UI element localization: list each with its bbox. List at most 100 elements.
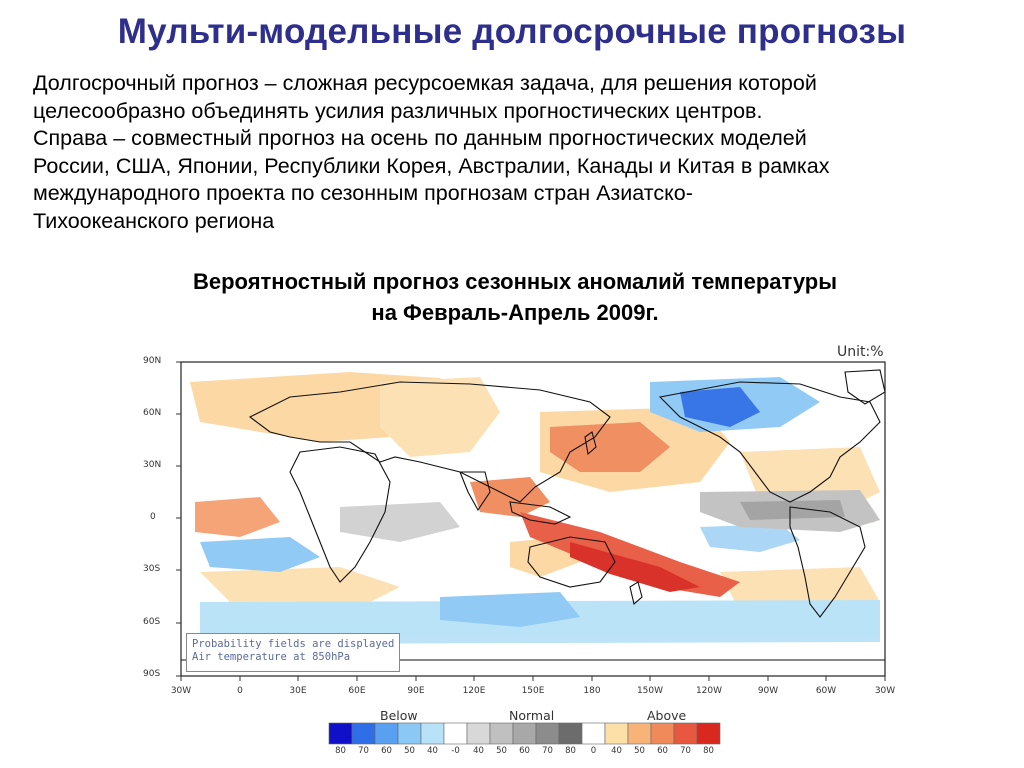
- description-line: Долгосрочный прогноз – сложная ресурсоем…: [33, 71, 817, 95]
- legend-number: 50: [496, 746, 507, 756]
- legend-number: 70: [542, 746, 553, 756]
- slide-title: Мульти-модельные долгосрочные прогнозы: [117, 12, 907, 51]
- legend-swatch: [443, 722, 468, 745]
- legend-number: 50: [634, 746, 645, 756]
- lat-label: 30S: [143, 564, 161, 574]
- legend-number: -0: [451, 746, 460, 756]
- anomaly-patches: [190, 372, 880, 644]
- legend-swatch: [489, 722, 514, 745]
- lon-label: 60E: [348, 686, 366, 696]
- warm-patch-russia: [380, 377, 500, 457]
- forecast-map: Unit:% 90N 60N 30N 0 30S 60S 90S 30W 0 3…: [140, 342, 900, 762]
- normal-core-east-pacific: [740, 500, 845, 520]
- description-text: Долгосрочный прогноз – сложная ресурсоем…: [33, 70, 993, 235]
- normal-patch-indian: [340, 502, 460, 542]
- legend-swatch: [466, 722, 491, 745]
- legend-number: 60: [657, 746, 668, 756]
- legend-below-label: Below: [380, 708, 418, 723]
- south-america-outline: [789, 506, 866, 618]
- lat-label: 60N: [143, 408, 162, 418]
- lat-label: 30N: [143, 460, 162, 470]
- lat-label: 0: [150, 512, 156, 522]
- legend-number: 80: [703, 746, 714, 756]
- map-caption-line: на Февраль-Апрель 2009г.: [371, 300, 659, 325]
- lon-label: 30W: [170, 686, 192, 696]
- legend-number: 80: [335, 746, 346, 756]
- legend-swatch: [328, 722, 353, 745]
- description-line: целесообразно объединять усилия различны…: [33, 98, 763, 123]
- new-zealand-outline: [629, 581, 643, 606]
- japan-outline: [584, 431, 597, 456]
- lon-label: 120W: [695, 686, 723, 696]
- legend-swatch: [627, 722, 652, 745]
- legend-swatch: [397, 722, 422, 745]
- warm-core-spcz-strong: [570, 542, 700, 592]
- legend-swatch: [512, 722, 537, 745]
- legend-above-label: Above: [647, 708, 687, 723]
- legend-number: 70: [680, 746, 691, 756]
- description-line: России, США, Японии, Республики Корея, А…: [33, 153, 830, 178]
- warm-patch-atlantic-eq: [195, 497, 280, 537]
- lon-label: 30E: [289, 686, 307, 696]
- lon-label: 150E: [521, 686, 545, 696]
- africa-outline: [289, 446, 391, 583]
- map-note-line: Probability fields are displayed: [192, 638, 395, 650]
- lat-label: 90N: [143, 356, 162, 366]
- australia-outline: [527, 536, 616, 588]
- legend-normal-label: Normal: [509, 708, 555, 723]
- legend-swatch: [696, 722, 721, 745]
- legend-swatch: [650, 722, 675, 745]
- legend-number: 50: [404, 746, 415, 756]
- greenland-outline: [844, 369, 886, 405]
- lon-label: 30W: [874, 686, 896, 696]
- legend-swatch: [351, 722, 376, 745]
- legend-swatch: [420, 722, 445, 745]
- legend-swatch: [558, 722, 583, 745]
- legend-swatch: [581, 722, 606, 745]
- legend-swatch: [673, 722, 698, 745]
- description-line: Справа – совместный прогноз на осень по …: [33, 126, 807, 150]
- india-outline: [459, 471, 491, 512]
- legend-number: 40: [427, 746, 438, 756]
- legend-number: 40: [611, 746, 622, 756]
- lat-ticks: [176, 361, 181, 677]
- forecast-map-graphic: [176, 361, 886, 745]
- description-line: международного проекта по сезонным прогн…: [33, 181, 693, 205]
- map-caption: Вероятностный прогноз сезонных аномалий …: [0, 266, 1024, 328]
- eurasia-outline: [248, 381, 611, 503]
- cool-patch-south-indian: [440, 592, 580, 627]
- legend-number: 60: [381, 746, 392, 756]
- continent-outlines: [181, 369, 886, 661]
- legend-number: 60: [519, 746, 530, 756]
- map-note-box: Probability fields are displayed Air tem…: [186, 633, 400, 672]
- lon-label: 120E: [462, 686, 486, 696]
- warm-core-north-pacific: [550, 422, 670, 472]
- legend-number: 0: [590, 746, 597, 756]
- legend-swatch: [374, 722, 399, 745]
- legend-color-bar: [328, 722, 721, 745]
- map-caption-line: Вероятностный прогноз сезонных аномалий …: [192, 269, 837, 294]
- lon-ticks: [180, 676, 886, 681]
- legend-number: 70: [358, 746, 369, 756]
- lon-label: 150W: [636, 686, 664, 696]
- legend-swatch: [535, 722, 560, 745]
- warm-patch-south-atlantic: [200, 567, 400, 607]
- description-line: Тихоокеанского региона: [33, 208, 275, 233]
- indonesia-outline: [509, 501, 572, 525]
- unit-label: Unit:%: [837, 344, 884, 360]
- north-america-outline: [658, 381, 881, 503]
- lon-label: 0: [237, 686, 243, 696]
- lon-label: 60W: [815, 686, 837, 696]
- legend-number: 40: [473, 746, 484, 756]
- legend-swatch: [604, 722, 629, 745]
- lon-label: 90W: [757, 686, 779, 696]
- cool-patch-central-pacific: [700, 524, 800, 552]
- cool-patch-south-atlantic: [200, 537, 320, 572]
- cool-core-alaska: [680, 387, 760, 427]
- warm-core-spcz: [520, 512, 740, 597]
- legend-number: 80: [565, 746, 576, 756]
- lon-label: 90E: [407, 686, 425, 696]
- map-note-line: Air temperature at 850hPa: [192, 651, 351, 663]
- lat-label: 90S: [143, 669, 161, 679]
- lat-label: 60S: [143, 617, 161, 627]
